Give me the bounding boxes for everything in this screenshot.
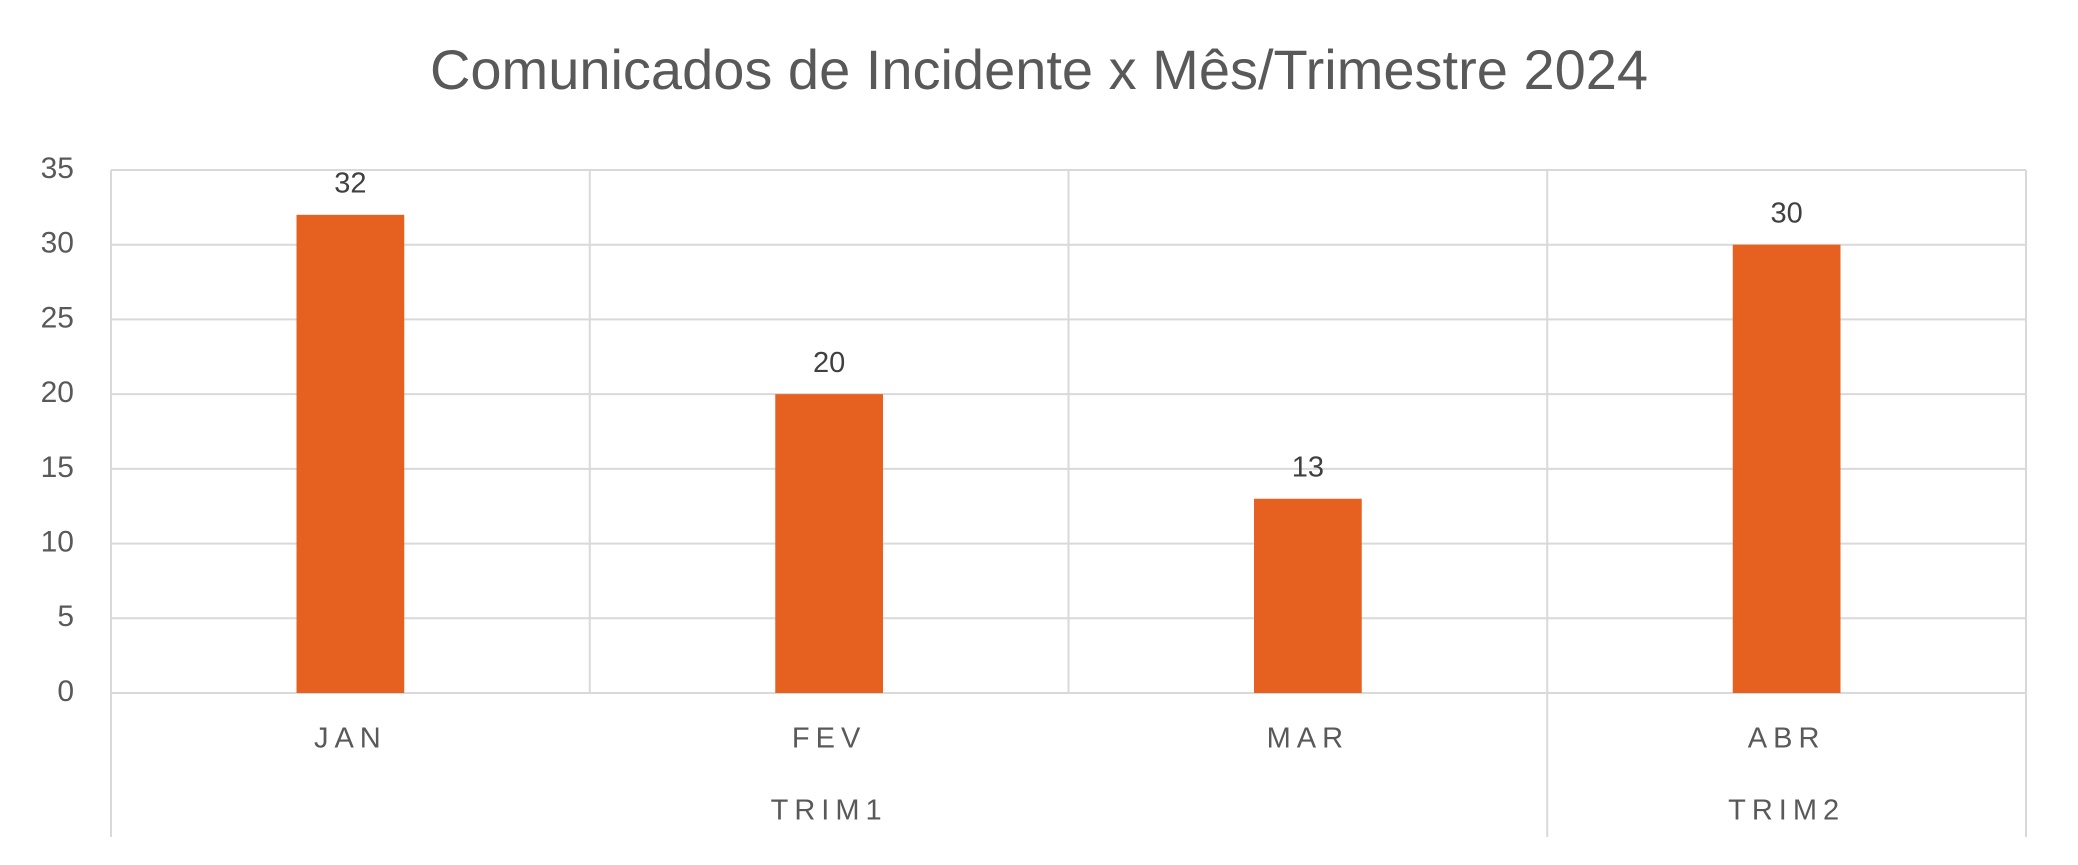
y-tick-label: 30: [41, 227, 74, 260]
value-label: 20: [813, 347, 845, 379]
bar: [775, 394, 883, 693]
bar: [1254, 498, 1362, 693]
chart-title: Comunicados de Incidente x Mês/Trimestre…: [430, 38, 1648, 101]
value-label: 30: [1770, 197, 1802, 229]
group-label: TRIM2: [1728, 795, 1845, 827]
y-tick-label: 20: [41, 376, 74, 409]
y-tick-label: 0: [57, 675, 74, 708]
x-tick-label: FEV: [792, 723, 866, 755]
y-tick-label: 25: [41, 301, 74, 334]
y-tick-label: 5: [57, 600, 74, 633]
value-label: 32: [334, 167, 366, 199]
bar: [1732, 244, 1841, 693]
group-label: TRIM1: [771, 795, 888, 827]
y-tick-label: 10: [41, 525, 74, 558]
value-label: 13: [1292, 451, 1324, 483]
x-tick-label: MAR: [1267, 723, 1349, 755]
x-tick-label: JAN: [314, 723, 387, 755]
y-tick-label: 35: [41, 152, 74, 185]
y-tick-label: 15: [41, 451, 74, 484]
bar: [296, 214, 405, 694]
x-tick-label: ABR: [1748, 723, 1826, 755]
